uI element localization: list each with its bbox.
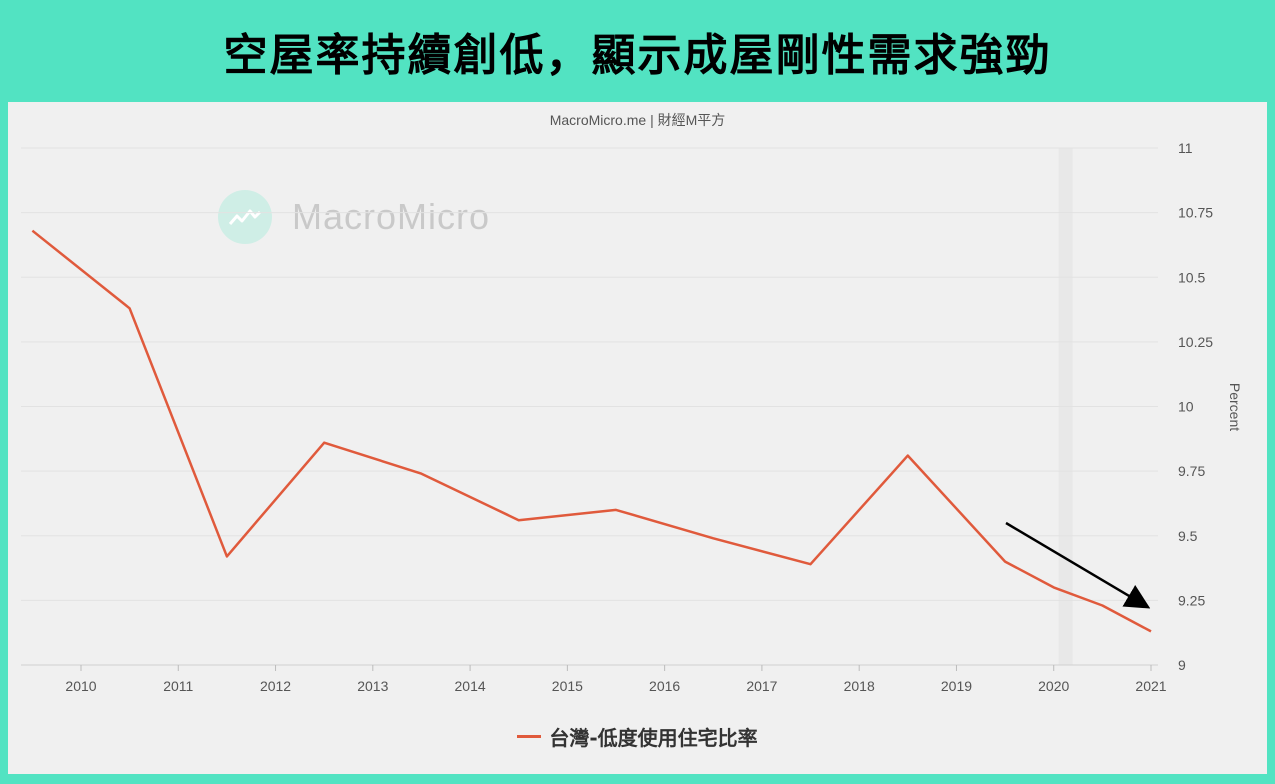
x-tick-label: 2014 (455, 678, 486, 694)
x-tick-label: 2013 (357, 678, 388, 694)
y-tick-label: 9 (1178, 657, 1186, 673)
x-tick-label: 2010 (65, 678, 96, 694)
legend-swatch (517, 735, 542, 738)
y-tick-label: 9.25 (1178, 592, 1205, 608)
chart-panel: MacroMicro.me | 財經M平方 MacroMicro 9 9.25 9.… (8, 102, 1267, 774)
legend[interactable]: 台灣-低度使用住宅比率 (8, 722, 1267, 751)
watermark-logo-icon (218, 190, 272, 244)
x-tick-label: 2021 (1135, 678, 1166, 694)
page-title: 空屋率持續創低，顯示成屋剛性需求強勁 (223, 30, 1052, 81)
series-line (31, 229, 1152, 633)
x-tick-label: 2020 (1038, 678, 1069, 694)
chart-source: MacroMicro.me | 財經M平方 (549, 112, 726, 128)
x-tick-label: 2015 (552, 678, 583, 694)
y-tick-label: 10.5 (1178, 269, 1205, 285)
y-tick-label: 10.75 (1178, 205, 1213, 221)
watermark-text: MacroMicro (292, 196, 491, 237)
y-tick-label: 10.25 (1178, 334, 1213, 350)
x-tick-label: 2012 (260, 678, 291, 694)
trend-arrow (1005, 521, 1151, 609)
x-tick-label: 2011 (163, 678, 193, 694)
legend-label: 台灣-低度使用住宅比率 (549, 726, 758, 750)
y-tick-label: 9.75 (1178, 463, 1205, 479)
y-axis-label: Percent (1227, 383, 1243, 431)
y-tick-label: 11 (1178, 140, 1193, 156)
y-tick-label: 10 (1178, 399, 1194, 415)
x-tick-label: 2018 (844, 678, 875, 694)
x-tick-label: 2019 (941, 678, 972, 694)
line-chart: 9 9.25 9.5 9.75 10 10.25 10.5 10.75 11 2010 2011 20… (21, 140, 1243, 694)
x-tick-label: 2016 (649, 678, 680, 694)
y-tick-label: 9.5 (1178, 528, 1198, 544)
watermark: MacroMicro (218, 190, 490, 244)
x-tick-label: 2017 (746, 678, 777, 694)
